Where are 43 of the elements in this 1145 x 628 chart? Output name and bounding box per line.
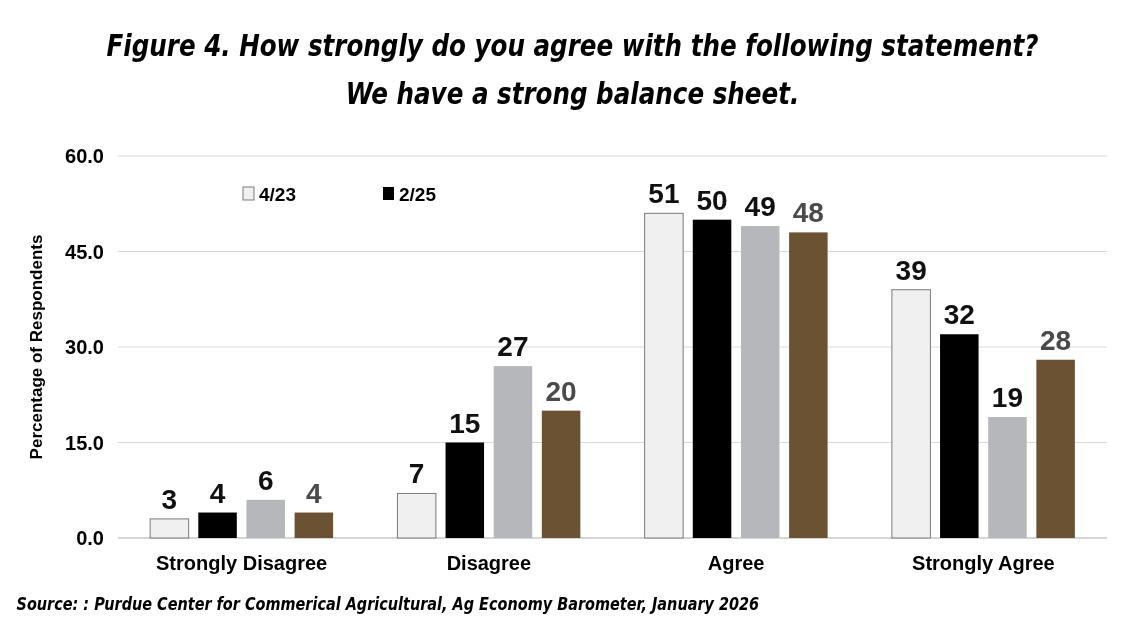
bar: [891, 289, 931, 539]
bar: [940, 334, 979, 538]
bar: [198, 512, 237, 538]
x-tick-label: Agree: [707, 552, 765, 574]
chart-title: Figure 4. How strongly do you agree with the following statement?: [106, 28, 1039, 63]
data-label: 32: [943, 299, 975, 331]
y-tick-label: 60.0: [65, 145, 104, 167]
data-label: 49: [744, 191, 776, 223]
data-label: 27: [497, 331, 529, 363]
data-label: 28: [1040, 324, 1072, 356]
data-label: 4: [306, 477, 323, 509]
data-label: 3: [161, 483, 178, 515]
data-label: 20: [545, 375, 577, 407]
y-tick-label: 45.0: [65, 240, 104, 263]
data-label: 50: [696, 184, 728, 216]
bar: [789, 232, 828, 538]
bar: [149, 518, 190, 539]
source-note: Source: : Purdue Center for Commerical Agricultural, Ag Economy Barometer, January 2026: [16, 593, 760, 615]
x-tick-label: Disagree: [446, 552, 532, 574]
bar: [1036, 359, 1075, 538]
legend-label: 4/23: [259, 183, 296, 205]
data-label: 7: [408, 458, 425, 490]
data-label: 6: [257, 464, 274, 496]
data-label: 48: [792, 197, 824, 229]
bar: [445, 442, 485, 538]
legend-label: 2/25: [399, 183, 437, 205]
data-label: 4: [209, 477, 226, 509]
bar: [644, 212, 684, 539]
bar: [294, 512, 334, 538]
y-tick-label: 0.0: [76, 527, 104, 549]
data-label: 39: [895, 254, 927, 286]
data-label: 19: [991, 382, 1024, 414]
chart-subtitle: We have a strong balance sheet.: [345, 76, 800, 111]
y-tick-label: 30.0: [65, 336, 104, 358]
bar: [396, 492, 437, 539]
data-label: 51: [648, 178, 680, 210]
x-tick-label: Strongly Disagree: [156, 552, 328, 574]
y-tick-label: 15.0: [65, 431, 104, 454]
data-label: 15: [449, 407, 481, 439]
y-axis-title: Percentage of Respondents: [27, 234, 46, 460]
x-tick-label: Strongly Agree: [912, 552, 1055, 574]
bar: [541, 410, 581, 538]
bar: [692, 219, 732, 538]
